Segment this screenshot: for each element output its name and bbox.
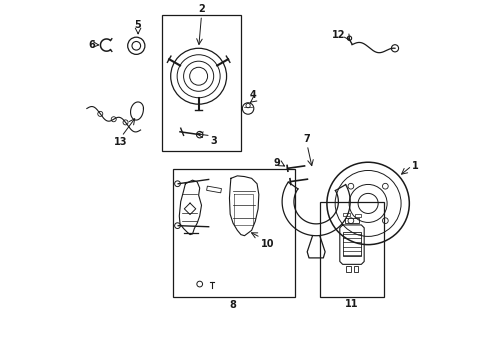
Bar — [353, 266, 357, 271]
Text: 8: 8 — [229, 300, 236, 310]
Text: 7: 7 — [303, 134, 309, 144]
Text: 2: 2 — [198, 4, 204, 14]
Bar — [344, 218, 358, 223]
Text: 4: 4 — [249, 90, 256, 100]
Text: 9: 9 — [273, 158, 280, 168]
Text: 13: 13 — [114, 137, 127, 147]
Text: 11: 11 — [345, 299, 358, 309]
Bar — [172, 170, 294, 297]
Text: 1: 1 — [411, 161, 418, 171]
Bar — [162, 15, 241, 152]
Bar — [206, 186, 221, 193]
Bar — [354, 214, 361, 217]
Text: 10: 10 — [260, 239, 274, 248]
Text: 5: 5 — [134, 20, 141, 30]
Bar — [346, 266, 350, 272]
Bar — [343, 232, 360, 256]
Bar — [343, 213, 349, 216]
Text: 3: 3 — [210, 136, 217, 147]
Text: 6: 6 — [88, 40, 95, 50]
Bar — [319, 202, 384, 297]
Text: 12: 12 — [331, 30, 345, 40]
